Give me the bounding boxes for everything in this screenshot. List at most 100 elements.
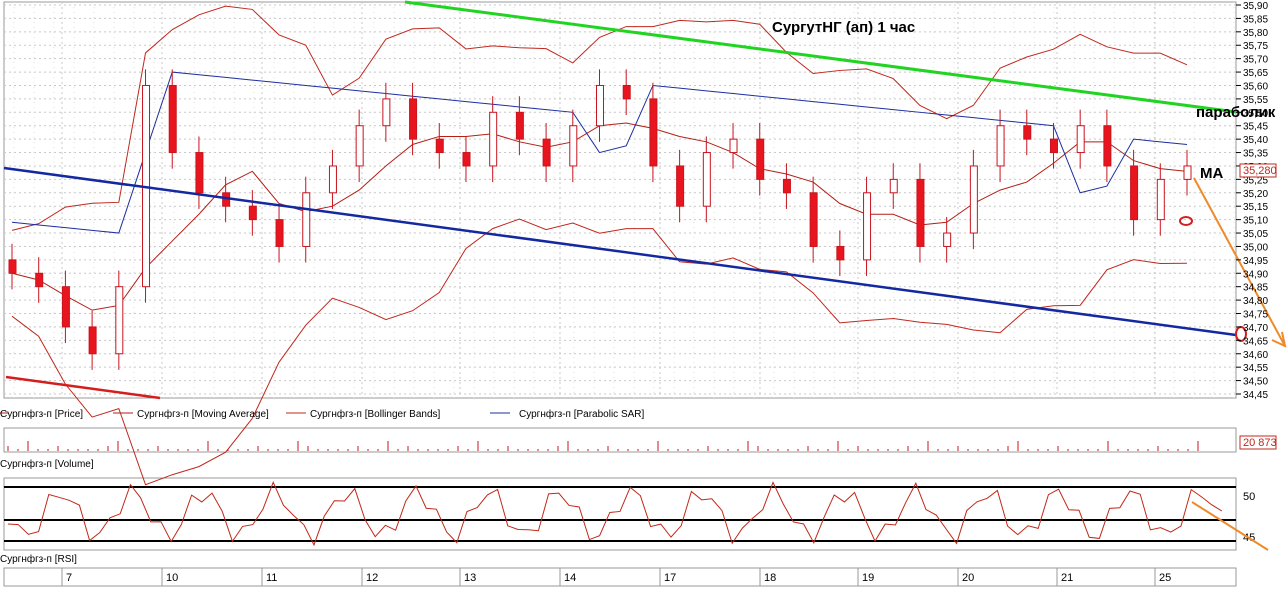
candle-body xyxy=(1130,165,1139,221)
current-price-value: 35,280 xyxy=(1243,165,1277,177)
annotation-ma: MA xyxy=(1200,165,1223,182)
upper-trendline xyxy=(404,0,1237,114)
candle-body xyxy=(996,125,1005,167)
price-tick-label: 35,00 xyxy=(1243,242,1268,253)
volume-bars xyxy=(7,441,1199,451)
price-tick-label: 34,65 xyxy=(1243,336,1268,347)
price-tick-label: 35,10 xyxy=(1243,216,1268,227)
candle-body xyxy=(35,272,44,288)
volume-panel-frame xyxy=(3,427,1237,453)
price-tick-label: 35,90 xyxy=(1243,1,1268,12)
rsi-tick-label: 50 xyxy=(1243,491,1255,503)
candle-body xyxy=(168,84,177,154)
candle-body xyxy=(782,178,791,194)
price-tick-label: 34,85 xyxy=(1243,283,1268,294)
day-label: 11 xyxy=(266,572,277,584)
price-tick-label: 34,45 xyxy=(1243,390,1268,401)
rsi-label: Сургнфгз-п [RSI] xyxy=(0,553,77,565)
candle-body xyxy=(115,286,124,355)
candle-body xyxy=(969,165,978,234)
candle-body xyxy=(596,84,604,127)
candle-body xyxy=(569,125,578,167)
candle-body xyxy=(302,192,311,247)
price-tick-label: 34,55 xyxy=(1243,363,1268,374)
price-tick-label: 35,45 xyxy=(1243,122,1268,133)
day-label: 13 xyxy=(464,572,476,584)
candle-body xyxy=(756,138,765,180)
rsi-line xyxy=(7,481,1223,547)
candle-body xyxy=(729,138,738,154)
day-label: 12 xyxy=(366,572,378,584)
parabolic-sar-path xyxy=(11,71,1188,234)
price-tick-label: 34,95 xyxy=(1243,256,1268,267)
candle-body xyxy=(1023,125,1032,140)
price-tick-label: 34,60 xyxy=(1243,350,1268,361)
day-label: 20 xyxy=(962,572,974,584)
red-trendline xyxy=(5,375,161,400)
chart-title: СургутНГ (ап) 1 час xyxy=(772,19,915,36)
price-tick-label: 35,20 xyxy=(1243,189,1268,200)
candle-body xyxy=(275,219,284,247)
candle-body xyxy=(889,178,898,194)
price-tick-label: 35,50 xyxy=(1243,108,1268,119)
price-tick-label: 35,85 xyxy=(1243,14,1268,25)
annotation-parabolic: параболик xyxy=(1196,104,1276,121)
candle-body xyxy=(836,245,845,261)
price-tick-label: 35,65 xyxy=(1243,68,1268,79)
day-label: 19 xyxy=(862,572,874,584)
candle-body xyxy=(195,152,204,194)
price-tick-label: 35,25 xyxy=(1243,175,1268,186)
price-tick-label: 34,75 xyxy=(1243,310,1268,321)
volume-current-value: 20 873 xyxy=(1243,437,1277,449)
price-tick-label: 35,15 xyxy=(1243,202,1268,213)
price-tick-label: 34,80 xyxy=(1243,296,1268,307)
price-tick-label: 35,70 xyxy=(1243,55,1268,66)
candle-body xyxy=(248,205,257,221)
rsi-chart: 5045 xyxy=(4,481,1269,551)
candle-body xyxy=(1076,125,1085,154)
candle-body xyxy=(916,178,925,247)
forecast-arrow-head xyxy=(1271,331,1287,348)
legend-ma: Сургнфгз-п [Moving Average] xyxy=(137,408,269,420)
forecast-arrow-line xyxy=(1193,177,1286,347)
candle-body xyxy=(355,125,364,167)
price-tick-label: 34,70 xyxy=(1243,323,1268,334)
day-label: 25 xyxy=(1159,572,1171,584)
candle-body xyxy=(328,165,337,194)
candle-body xyxy=(1183,165,1192,180)
candle-body xyxy=(1103,125,1112,167)
volume-value-tag xyxy=(1239,435,1277,450)
candle-body xyxy=(409,98,418,140)
day-label: 14 xyxy=(564,572,576,584)
candle-body xyxy=(435,138,444,154)
price-tick-label: 34,90 xyxy=(1243,269,1268,280)
legend-bollinger: Сургнфгз-п [Bollinger Bands] xyxy=(310,408,441,420)
legend-sar: Сургнфгз-п [Parabolic SAR] xyxy=(519,408,645,420)
candle-body xyxy=(542,138,551,167)
day-axis: 7 10 11 12 13 14 17 18 19 20 21 25 xyxy=(61,568,1171,586)
price-tick-label: 34,50 xyxy=(1243,377,1268,388)
parabolic-sar-line xyxy=(11,71,1188,234)
trend-lines xyxy=(3,0,1287,400)
rsi-arrow-line xyxy=(1191,501,1269,551)
x-axis-strip xyxy=(3,567,1237,587)
candle-body xyxy=(809,192,818,247)
rsi-panel-frame xyxy=(3,477,1237,551)
lower-trendline xyxy=(3,166,1237,337)
price-tick-label: 35,40 xyxy=(1243,135,1268,146)
price-marker-circle xyxy=(1179,216,1193,226)
price-tick-label: 35,75 xyxy=(1243,41,1268,52)
candle-body xyxy=(702,152,711,207)
price-tick-label: 35,35 xyxy=(1243,149,1268,160)
candle-body xyxy=(1156,178,1165,221)
candle-body xyxy=(1049,138,1058,154)
candle-body xyxy=(943,232,952,247)
day-label: 18 xyxy=(764,572,776,584)
day-label: 17 xyxy=(664,572,676,584)
candle-body xyxy=(649,98,658,167)
day-label: 10 xyxy=(166,572,178,584)
current-price-tag xyxy=(1239,163,1277,178)
price-tick-label: 35,80 xyxy=(1243,28,1268,39)
volume-label: Сургнфгз-п [Volume] xyxy=(0,458,94,470)
candle-body xyxy=(61,286,70,328)
